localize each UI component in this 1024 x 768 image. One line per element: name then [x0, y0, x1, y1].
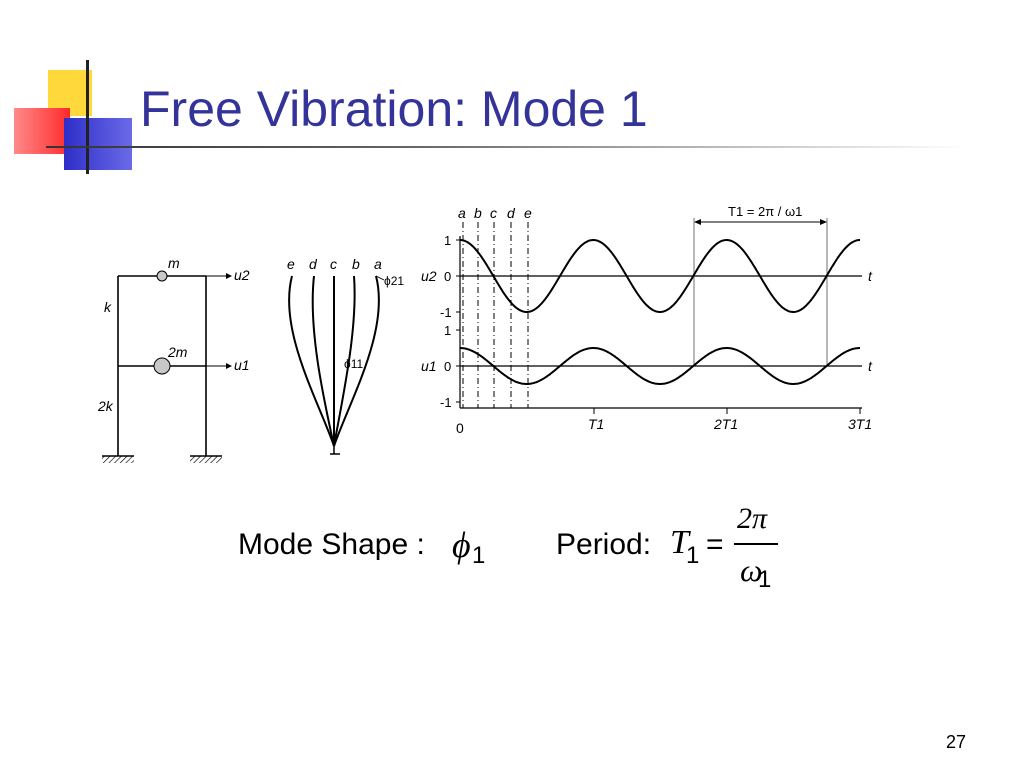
x-tick-2T1: 2T1 — [713, 416, 738, 432]
mass-m — [156, 270, 168, 282]
phi21-label: ϕ21 — [384, 274, 404, 288]
mode-shape-text: Mode Shape : — [238, 528, 425, 561]
page-number: 27 — [945, 732, 966, 752]
mode-letter-b: b — [352, 256, 360, 272]
decor-vertical-line — [86, 60, 89, 174]
x-tick-3T1: 3T1 — [848, 416, 872, 432]
resp-letter-e: e — [524, 205, 532, 221]
t-label-bottom: t — [868, 358, 873, 374]
right-support-hatch — [190, 456, 222, 463]
stiffness-2k-label: 2k — [97, 398, 114, 414]
period-label: T1 = 2π / ω1 — [728, 204, 802, 219]
mode-letter-d: d — [309, 256, 318, 272]
mode-letter-c: c — [330, 256, 337, 272]
slide-title: Free Vibration: Mode 1 — [140, 81, 648, 137]
decor-blue-square — [64, 118, 132, 170]
u2-label: u2 — [234, 267, 250, 283]
resp-letter-d: d — [507, 205, 516, 221]
u1-tick-0: 0 — [444, 359, 451, 374]
t-label-top: t — [868, 268, 873, 284]
phi11-label: ϕ11 — [344, 357, 364, 371]
instant-lines — [462, 222, 529, 408]
period-T: T — [670, 524, 689, 561]
title-underline — [46, 146, 966, 148]
stiffness-k-label: k — [104, 299, 112, 315]
u2-tick-neg1: -1 — [440, 305, 452, 320]
u2-response-curve — [460, 239, 860, 313]
response-plot — [456, 218, 862, 414]
left-support-hatch — [102, 456, 134, 463]
shape-b — [333, 275, 356, 447]
x-tick-T1: T1 — [588, 416, 604, 432]
mode-letter-a: a — [374, 256, 382, 272]
period-omega: ω — [740, 552, 763, 588]
u2-tick-1: 1 — [444, 233, 451, 248]
mass-2m — [153, 357, 171, 375]
resp-letter-c: c — [490, 205, 497, 221]
period-numerator: 2π — [737, 502, 768, 535]
u1-tick-1: 1 — [444, 323, 451, 338]
fraction-bar — [734, 543, 778, 545]
shape-a — [333, 275, 380, 447]
u1-tick-neg1: -1 — [440, 395, 452, 410]
mass-2m-label: 2m — [167, 344, 188, 360]
u2-axis-label: u2 — [421, 268, 437, 284]
u1-axis-label: u1 — [421, 358, 437, 374]
u2-arrow — [226, 273, 232, 279]
period-text: Period: — [556, 528, 652, 561]
omega-subscript: 1 — [758, 566, 772, 593]
period-T-subscript: 1 — [686, 542, 700, 569]
u1-arrow — [226, 363, 232, 369]
mode-shape-phi: ϕ — [452, 525, 471, 565]
mode-shape-subscript: 1 — [472, 542, 486, 569]
mode-letter-e: e — [287, 256, 295, 272]
u1-response-curve — [460, 347, 860, 385]
shape-d — [311, 275, 335, 447]
u1-label: u1 — [234, 357, 250, 373]
resp-letter-a: a — [458, 205, 466, 221]
resp-letter-b: b — [474, 205, 482, 221]
deflected-shapes — [288, 275, 380, 447]
u2-tick-0: 0 — [444, 269, 451, 284]
period-equals: = — [706, 528, 724, 561]
x-tick-0: 0 — [456, 420, 464, 436]
shape-e — [288, 275, 335, 447]
mass-m-label: m — [168, 255, 180, 271]
